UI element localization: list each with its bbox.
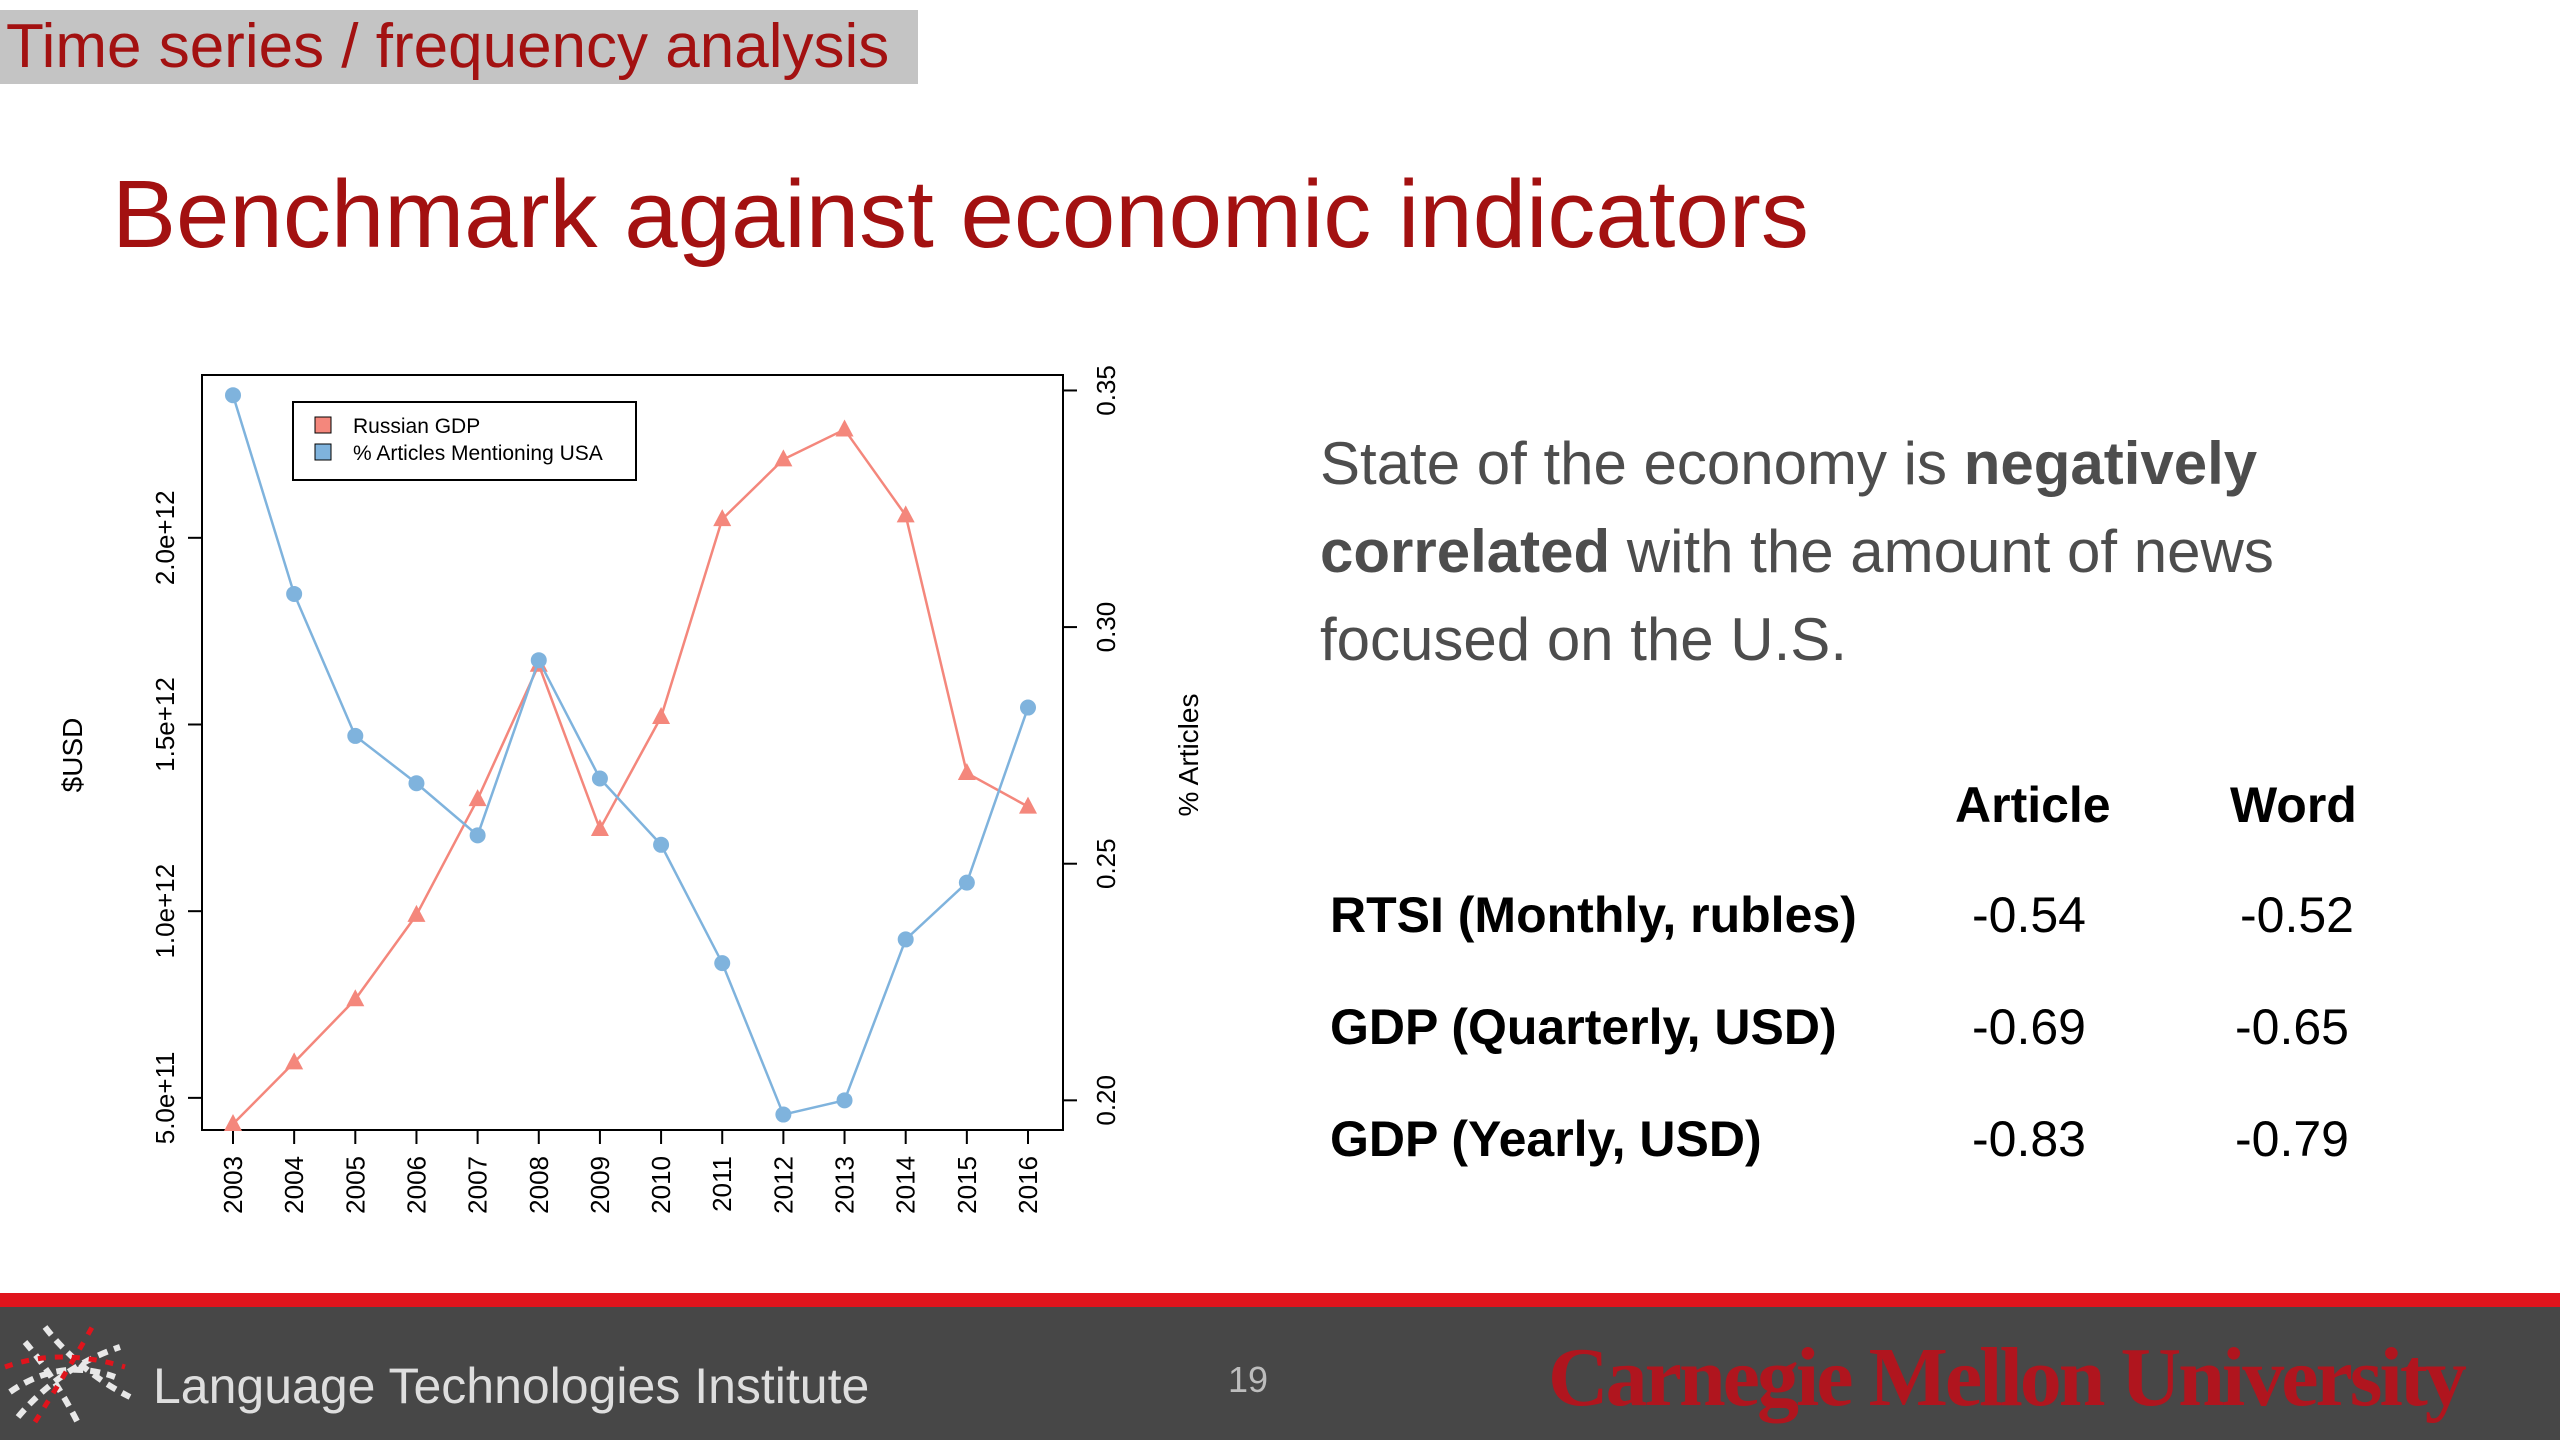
series-1-point-2010 [653, 836, 670, 853]
legend-label-0: Russian GDP [353, 415, 480, 438]
footer: Language Technologies Institute 19 Carne… [0, 1307, 2560, 1440]
x-tick-label-2011: 2011 [707, 1156, 737, 1212]
slide-title: Benchmark against economic indicators [112, 161, 1809, 268]
legend-label-1: % Articles Mentioning USA [353, 442, 603, 465]
section-tab: Time series / frequency analysis [0, 10, 918, 84]
series-0-point-2016 [1019, 796, 1037, 814]
statement-part1: State of the economy is [1320, 430, 1964, 497]
series-1-point-2007 [469, 827, 486, 844]
y-tick-label: 5.0e+11 [150, 1051, 180, 1144]
series-1-point-2009 [591, 770, 608, 787]
series-1-point-2014 [897, 931, 914, 948]
x-tick-label-2007: 2007 [463, 1156, 493, 1214]
row-label-rtsi: RTSI (Monthly, rubles) [1330, 887, 1857, 943]
x-tick-label-2015: 2015 [952, 1156, 982, 1214]
footer-accent-line [0, 1293, 2560, 1307]
statement-part2: with the amount of news focused on the U… [1320, 518, 2274, 673]
series-1-point-2013 [836, 1092, 853, 1109]
institute-name: Language Technologies Institute [153, 1358, 870, 1414]
x-tick-label-2010: 2010 [646, 1156, 676, 1214]
statement-text: State of the economy is negatively corre… [1320, 420, 2480, 684]
legend-box [292, 401, 637, 481]
column-header-article: Article [1955, 777, 2111, 833]
y-tick-label: 1.5e+12 [150, 677, 180, 772]
series-0-point-2014 [896, 505, 915, 523]
page-number: 19 [1228, 1359, 1269, 1400]
y-tick-label: 2.0e+12 [150, 490, 180, 585]
x-tick-label-2016: 2016 [1013, 1156, 1043, 1214]
x-tick-label-2008: 2008 [524, 1156, 554, 1214]
y-axis-label: $USD [57, 718, 88, 793]
series-line-0 [232, 427, 1029, 1125]
legend-swatch-1 [314, 443, 332, 461]
series-1-point-2011 [714, 955, 731, 972]
x-tick-label-2012: 2012 [768, 1156, 798, 1214]
series-0-point-2010 [652, 707, 671, 725]
x-tick-label-2014: 2014 [891, 1156, 921, 1214]
series-1-point-2005 [347, 727, 364, 744]
cell-rtsi-word: -0.52 [2240, 887, 2354, 943]
series-1-point-2008 [530, 652, 547, 669]
series-0-point-2011 [713, 509, 732, 527]
cell-gdp-yearly-article: -0.83 [1972, 1111, 2086, 1167]
statement-bold1: negatively [1963, 430, 2258, 497]
y2-tick-label: 0.25 [1091, 838, 1121, 889]
series-0-point-2004 [285, 1052, 304, 1070]
x-tick-label-2004: 2004 [279, 1156, 309, 1214]
x-tick-label-2009: 2009 [585, 1156, 615, 1214]
x-tick-label-2013: 2013 [830, 1156, 860, 1214]
series-0-point-2009 [590, 819, 609, 837]
cell-rtsi-article: -0.54 [1972, 887, 2086, 943]
y-tick-label: 1.0e+12 [150, 864, 180, 959]
lti-logo-icon [4, 1320, 132, 1429]
row-label-gdp-quarterly: GDP (Quarterly, USD) [1330, 999, 1837, 1055]
series-0-point-2012 [774, 449, 793, 467]
series-0-point-2003 [224, 1114, 242, 1131]
series-0-point-2015 [957, 763, 976, 781]
x-tick-label-2003: 2003 [218, 1156, 248, 1214]
series-1-point-2006 [408, 775, 425, 792]
series-1-point-2004 [286, 585, 303, 602]
series-1-point-2012 [775, 1106, 792, 1123]
cell-gdp-yearly-word: -0.79 [2235, 1111, 2349, 1167]
series-0-point-2007 [468, 789, 487, 807]
y2-tick-label: 0.35 [1091, 365, 1121, 416]
x-tick-label-2006: 2006 [401, 1156, 431, 1214]
column-header-word: Word [2230, 777, 2357, 833]
series-1-point-2003 [225, 387, 241, 404]
row-label-gdp-yearly: GDP (Yearly, USD) [1330, 1111, 1762, 1167]
series-0-point-2005 [346, 989, 365, 1007]
series-line-1 [231, 394, 1030, 1116]
series-1-point-2015 [958, 874, 975, 891]
series-0-point-2006 [407, 904, 426, 922]
series-1-point-2016 [1020, 699, 1036, 716]
statement-bold2: correlated [1320, 518, 1611, 585]
dual-axis-line-chart: 5.0e+11 1.0e+12 1.5e+12 2.0e+12 0.20 0.25 0.30… [57, 365, 1204, 1214]
x-tick-label-2005: 2005 [340, 1156, 370, 1214]
y2-tick-label: 0.20 [1091, 1075, 1121, 1126]
university-wordmark: Carnegie Mellon University [1548, 1331, 2467, 1424]
cell-gdp-quarterly-article: -0.69 [1972, 999, 2086, 1055]
y2-axis-label: % Articles [1173, 694, 1204, 817]
series-0-point-2013 [835, 419, 854, 437]
y2-tick-label: 0.30 [1091, 602, 1121, 653]
legend-swatch-0 [314, 416, 332, 434]
cell-gdp-quarterly-word: -0.65 [2235, 999, 2349, 1055]
plot-frame [201, 374, 1064, 1131]
